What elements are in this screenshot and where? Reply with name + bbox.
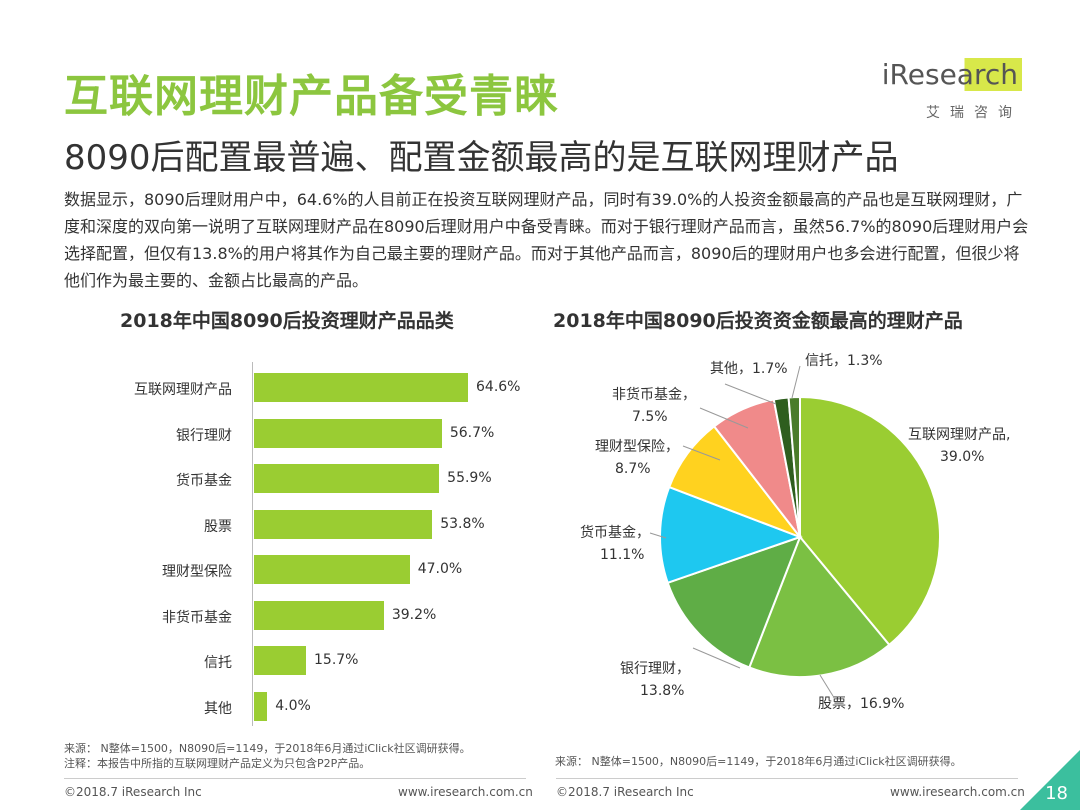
bar-value-label: 64.6% xyxy=(476,379,521,395)
pie-slice xyxy=(659,485,803,585)
bar-axis xyxy=(252,362,253,726)
bar-value-label: 55.9% xyxy=(447,470,492,486)
pie-leader-line xyxy=(819,674,834,697)
bar xyxy=(254,600,384,630)
footer-url-right: www.iresearch.com.cn xyxy=(890,785,1025,799)
pie-leader-line xyxy=(692,647,741,669)
page-subtitle: 8090后配置最普遍、配置金额最高的是互联网理财产品 xyxy=(64,138,899,178)
bar xyxy=(254,373,468,402)
pie-slice xyxy=(787,395,801,538)
pie-leader-line xyxy=(699,407,749,429)
bar xyxy=(254,691,268,721)
bar xyxy=(254,509,433,539)
footer-divider-right xyxy=(556,778,1018,779)
iresearch-logo: iResearch 艾瑞咨询 xyxy=(877,58,1030,128)
pie-slice-label: 互联网理财产品, 39.0% xyxy=(908,427,1011,465)
bar xyxy=(254,646,306,675)
bar-category-label: 货币基金 xyxy=(176,473,232,489)
bar-category-label: 银行理财 xyxy=(176,427,232,444)
pie-slice xyxy=(799,395,941,647)
pie-slice-label: 其他，1.7% xyxy=(710,361,788,377)
bar-value-label: 53.8% xyxy=(440,515,485,532)
pie-slice-label: 货币基金， 11.1% xyxy=(580,525,650,563)
footer-divider-left xyxy=(64,778,526,779)
pie-leader-line xyxy=(724,383,777,405)
bar-category-label: 其他 xyxy=(204,700,232,717)
source-right-1: 来源： N整体=1500，N8090后=1149，于2018年6月通过iClic… xyxy=(555,755,962,768)
pie-slice-label: 股票，16.9% xyxy=(818,696,905,712)
pie-slice xyxy=(747,535,891,678)
summary-paragraph: 数据显示，8090后理财用户中，64.6%的人目前正在投资互联网理财产品，同时有… xyxy=(64,190,1029,290)
bar-category-label: 非货币基金 xyxy=(162,609,232,626)
footer-url-left: www.iresearch.com.cn xyxy=(398,785,533,799)
footer-copyright-left: ©2018.7 iResearch Inc xyxy=(64,785,202,799)
bar-category-label: 理财型保险 xyxy=(162,564,232,580)
page-corner xyxy=(1020,750,1080,810)
pie-slice-label: 信托，1.3% xyxy=(805,353,883,369)
bar-category-label: 股票 xyxy=(204,518,232,535)
bar xyxy=(254,418,442,448)
bar xyxy=(254,464,440,493)
page-title: 互联网理财产品备受青睐 xyxy=(64,71,559,122)
source-left-2: 注释：本报告中所指的互联网理财产品定义为只包含P2P产品。 xyxy=(64,757,371,770)
bar-chart-title: 2018年中国8090后投资理财产品品类 xyxy=(120,310,454,332)
logo-brand: iResearch xyxy=(877,58,1022,91)
bar-value-label: 56.7% xyxy=(449,424,495,441)
logo-sub: 艾瑞咨询 xyxy=(926,105,1022,121)
bar-value-label: 15.7% xyxy=(314,652,359,668)
pie-chart-title: 2018年中国8090后投资资金额最高的理财产品 xyxy=(553,310,963,332)
bar-category-label: 互联网理财产品 xyxy=(134,382,232,398)
footer-copyright-right: ©2018.7 iResearch Inc xyxy=(556,785,694,799)
pie-leader-line xyxy=(682,445,721,461)
source-left-1: 来源： N整体=1500，N8090后=1149，于2018年6月通过iClic… xyxy=(64,742,471,755)
pie-slice-label: 理财型保险， 8.7% xyxy=(595,439,679,477)
pie-slice-label: 非货币基金， 7.5% xyxy=(612,387,696,425)
pie-leader-line xyxy=(791,365,801,399)
bar-category-label: 信托 xyxy=(204,655,232,671)
pie-slice xyxy=(666,535,802,669)
pie-slice-label: 银行理财， 13.8% xyxy=(620,661,690,699)
pie-leader-line xyxy=(649,532,667,539)
page-number: 18 xyxy=(1045,783,1068,804)
bar xyxy=(254,555,410,584)
bar-value-label: 39.2% xyxy=(391,606,437,623)
bar-value-label: 4.0% xyxy=(275,697,311,714)
bar-value-label: 47.0% xyxy=(417,561,463,577)
